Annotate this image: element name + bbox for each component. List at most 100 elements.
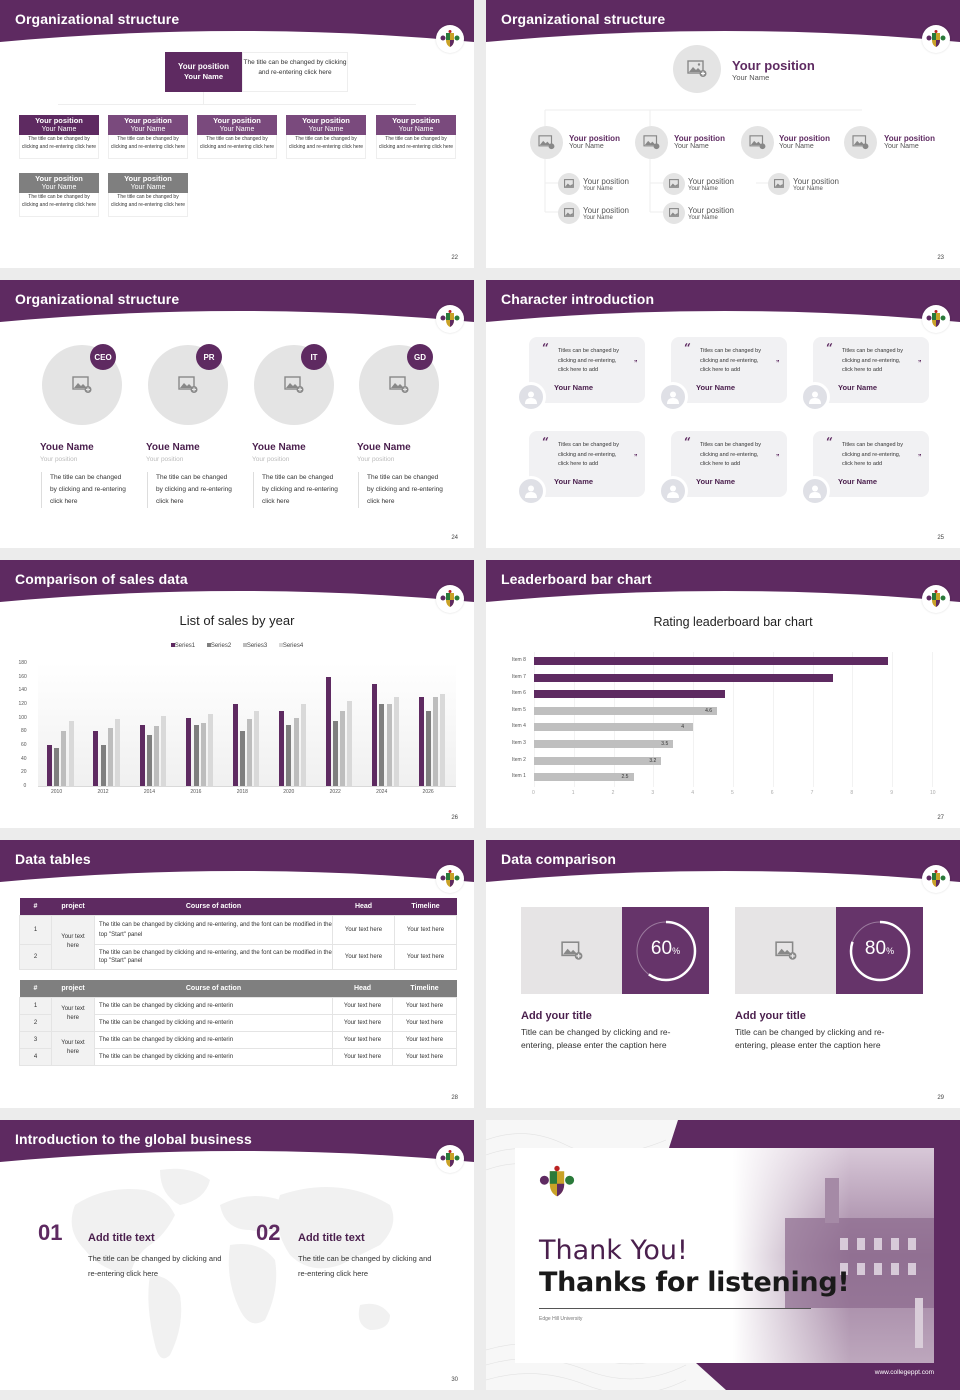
page-number: 27	[937, 815, 944, 821]
bar-value-label: 3.2	[649, 757, 657, 764]
chart-bar	[100, 745, 106, 786]
image-placeholder[interactable]	[735, 907, 837, 994]
person-name: Youe Name	[146, 442, 200, 453]
gridline	[653, 652, 655, 787]
page-number: 23	[937, 255, 944, 261]
photo-placeholder[interactable]	[768, 173, 790, 195]
chart-legend: Series1 Series2 Series3 Series4	[0, 643, 474, 649]
card-bg	[529, 431, 645, 497]
chart-bar	[534, 773, 634, 782]
photo-placeholder[interactable]	[663, 173, 685, 195]
open-quote-icon: “	[826, 341, 833, 355]
x-tick-label: 2016	[190, 789, 202, 795]
chart-bar	[386, 704, 392, 786]
thank-you-heading: Thank You!	[539, 1235, 688, 1266]
slide-23[interactable]: Organizational structure Your position Yo…	[486, 0, 960, 268]
world-map-background	[71, 1168, 394, 1359]
photo-placeholder[interactable]	[663, 202, 685, 224]
photo-placeholder[interactable]	[844, 126, 877, 159]
user-icon	[525, 485, 537, 498]
slide-title: Comparison of sales data	[15, 571, 188, 587]
university-crest-icon	[922, 305, 950, 333]
data-table-1: # project Course of action Head Timeline…	[19, 898, 457, 970]
slide-22[interactable]: Organizational structure Your position Yo…	[0, 0, 474, 268]
slide-25[interactable]: Character introduction “ Titles can be c…	[486, 280, 960, 548]
table-row: 4 The title can be changed by clicking a…	[19, 1047, 457, 1066]
gridline	[693, 652, 695, 787]
org-card[interactable]: Your position Your Name The title can be c…	[19, 173, 99, 217]
slide-title: Organizational structure	[15, 11, 180, 27]
chart-bar	[293, 717, 299, 786]
connector-line	[203, 92, 204, 104]
chart-bar	[147, 734, 153, 786]
gridline	[852, 652, 854, 787]
person-name: Your Name	[696, 383, 736, 392]
progress-ring	[849, 920, 910, 981]
slide-31[interactable]: Thank You! Thanks for listening! Edge Hi…	[486, 1120, 960, 1390]
top-position: Your position Your Name	[732, 58, 815, 82]
photo-placeholder[interactable]	[530, 126, 563, 159]
org-card[interactable]: Your position Your Name The title can be c…	[19, 115, 99, 159]
table-row: 1 Your text here The title can be change…	[19, 996, 457, 1032]
person-description: The title can be changed by clicking and…	[147, 472, 232, 508]
org-card[interactable]: Your position Your Name The title can be c…	[286, 115, 366, 159]
role-badge: PR	[196, 344, 222, 370]
y-tick-label: 180	[18, 660, 27, 666]
x-axis-line	[38, 786, 456, 787]
x-tick-label: 2024	[376, 789, 388, 795]
slide-header: Leaderboard bar chart	[486, 560, 960, 604]
person-position: Your position	[252, 456, 290, 463]
chart-bar	[379, 704, 385, 786]
org-card[interactable]: Your position Your Name The title can be c…	[197, 115, 277, 159]
top-position-box[interactable]: Your position Your Name	[165, 52, 242, 92]
connector-line	[58, 104, 416, 105]
column-chart	[38, 663, 456, 786]
slide-title: Introduction to the global business	[15, 1131, 252, 1147]
gridline	[613, 652, 615, 787]
photo-placeholder[interactable]	[635, 126, 668, 159]
slide-26[interactable]: Comparison of sales data List of sales b…	[0, 560, 474, 828]
slide-header: Data tables	[0, 840, 474, 884]
slide-27[interactable]: Leaderboard bar chart Rating leaderboard…	[486, 560, 960, 828]
x-tick-label: 2022	[329, 789, 341, 795]
progress-panel: 60%	[622, 907, 709, 994]
y-category-label: Item 6	[512, 690, 526, 697]
x-tick-label: 5	[731, 790, 734, 796]
slide-title: Data comparison	[501, 851, 617, 867]
photo-placeholder[interactable]	[558, 202, 580, 224]
testimonial-text: Titles can be changed by clicking and re…	[558, 442, 619, 467]
y-tick-label: 0	[23, 783, 27, 789]
photo-placeholder[interactable]	[741, 126, 774, 159]
image-add-icon	[538, 135, 555, 150]
org-card[interactable]: Your position Your Name The title can be c…	[108, 115, 188, 159]
slide-30[interactable]: Introduction to the global business 01 A…	[0, 1120, 474, 1390]
photo-placeholder[interactable]	[558, 173, 580, 195]
thanks-subtitle: Thanks for listening!	[539, 1267, 850, 1298]
user-icon	[809, 485, 821, 498]
legend-item: Series1	[170, 643, 195, 649]
person-description: The title can be changed by clicking and…	[41, 472, 126, 508]
org-card[interactable]: Your position Your Name The title can be c…	[108, 173, 188, 217]
org-card[interactable]: Your position Your Name The title can be c…	[376, 115, 456, 159]
chart-bar	[193, 724, 199, 786]
image-icon	[773, 179, 784, 188]
x-tick-label: 10	[930, 790, 936, 796]
website-link[interactable]: www.collegeppt.com	[874, 1369, 934, 1376]
progress-ring	[635, 920, 696, 981]
slide-28[interactable]: Data tables # project Course of action H…	[0, 840, 474, 1108]
chart-bar	[534, 673, 833, 682]
image-placeholder[interactable]	[521, 907, 623, 994]
slide-header: Data comparison	[486, 840, 960, 884]
x-tick-label: 2012	[97, 789, 109, 795]
x-tick-label: 2026	[422, 789, 434, 795]
slide-29[interactable]: Data comparison 60% Add your title Title…	[486, 840, 960, 1108]
university-crest-icon	[922, 585, 950, 613]
photo-placeholder[interactable]	[673, 45, 721, 93]
campus-building-image	[785, 1178, 934, 1348]
x-tick-label: 2018	[236, 789, 248, 795]
chart-bar	[61, 731, 67, 786]
slide-24[interactable]: Organizational structure CEO Youe Name Y…	[0, 280, 474, 548]
chart-bar	[534, 657, 889, 665]
page-number: 22	[451, 255, 458, 261]
gridline	[812, 652, 814, 787]
